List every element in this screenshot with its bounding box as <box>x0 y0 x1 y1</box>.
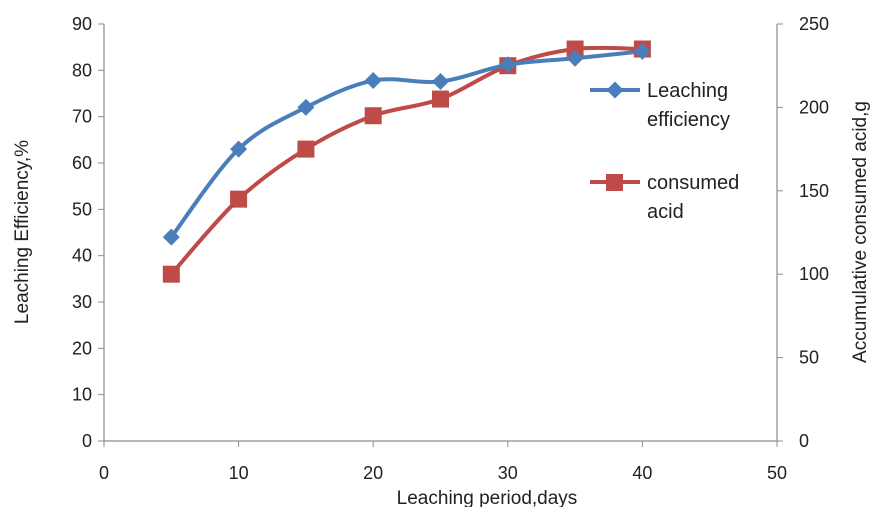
data-point-consumed-acid <box>432 90 449 108</box>
data-point-leaching-efficiency <box>364 72 382 90</box>
y2-axis-title: Accumulative consumed acid,g <box>850 101 871 363</box>
data-point-consumed-acid <box>162 265 180 283</box>
x-tick-label: 50 <box>767 463 787 483</box>
data-point-leaching-efficiency <box>230 140 248 158</box>
y-tick-label: 10 <box>72 385 92 405</box>
y-tick-label: 60 <box>72 153 92 173</box>
legend-label-consumed-acid: consumed acid <box>647 172 739 223</box>
y-axis-title: Leaching Efficiency,% <box>12 140 33 324</box>
tick-labels: 0 10 20 30 40 50 60 70 80 90 0 50 100 150 200 250 0 10 20 3… <box>72 14 829 483</box>
data-point-leaching-efficiency <box>566 49 584 67</box>
data-point-consumed-acid <box>230 190 248 208</box>
y2-tick-label: 50 <box>799 348 819 368</box>
legend: Leaching efficiency consumed acid <box>590 80 739 223</box>
y2-tick-label: 100 <box>799 264 829 284</box>
data-point-consumed-acid <box>297 140 315 158</box>
y-tick-label: 70 <box>72 107 92 127</box>
legend-marker-square <box>606 174 623 191</box>
data-point-leaching-efficiency <box>162 228 180 246</box>
x-axis-title: Leaching period,days <box>397 488 578 507</box>
legend-label-leaching-efficiency: Leaching efficiency <box>647 80 730 131</box>
x-tick-label: 0 <box>99 463 109 483</box>
y-tick-label: 0 <box>82 431 92 451</box>
series-layer <box>162 40 651 283</box>
y-tick-label: 20 <box>72 338 92 358</box>
y-tick-label: 50 <box>72 199 92 219</box>
legend-item-consumed-acid: consumed acid <box>590 172 739 223</box>
y2-tick-label: 0 <box>799 431 809 451</box>
y2-tick-label: 150 <box>799 181 829 201</box>
y-tick-label: 90 <box>72 14 92 34</box>
data-point-leaching-efficiency <box>297 98 315 116</box>
y-tick-label: 30 <box>72 292 92 312</box>
y-tick-label: 80 <box>72 60 92 80</box>
y2-tick-label: 250 <box>799 14 829 34</box>
x-tick-label: 30 <box>498 463 518 483</box>
data-point-consumed-acid <box>364 107 382 125</box>
x-tick-label: 40 <box>632 463 652 483</box>
y-tick-label: 40 <box>72 246 92 266</box>
x-tick-label: 10 <box>229 463 249 483</box>
legend-marker-diamond <box>606 81 624 99</box>
data-point-leaching-efficiency <box>432 72 449 90</box>
chart-axes <box>98 23 783 447</box>
data-point-consumed-acid <box>566 40 584 58</box>
legend-item-leaching-efficiency: Leaching efficiency <box>590 80 730 131</box>
data-point-leaching-efficiency <box>633 42 651 60</box>
series-consumed-acid <box>162 40 651 283</box>
x-tick-label: 20 <box>363 463 383 483</box>
y2-tick-label: 200 <box>799 97 829 117</box>
series-leaching-efficiency <box>162 42 651 246</box>
